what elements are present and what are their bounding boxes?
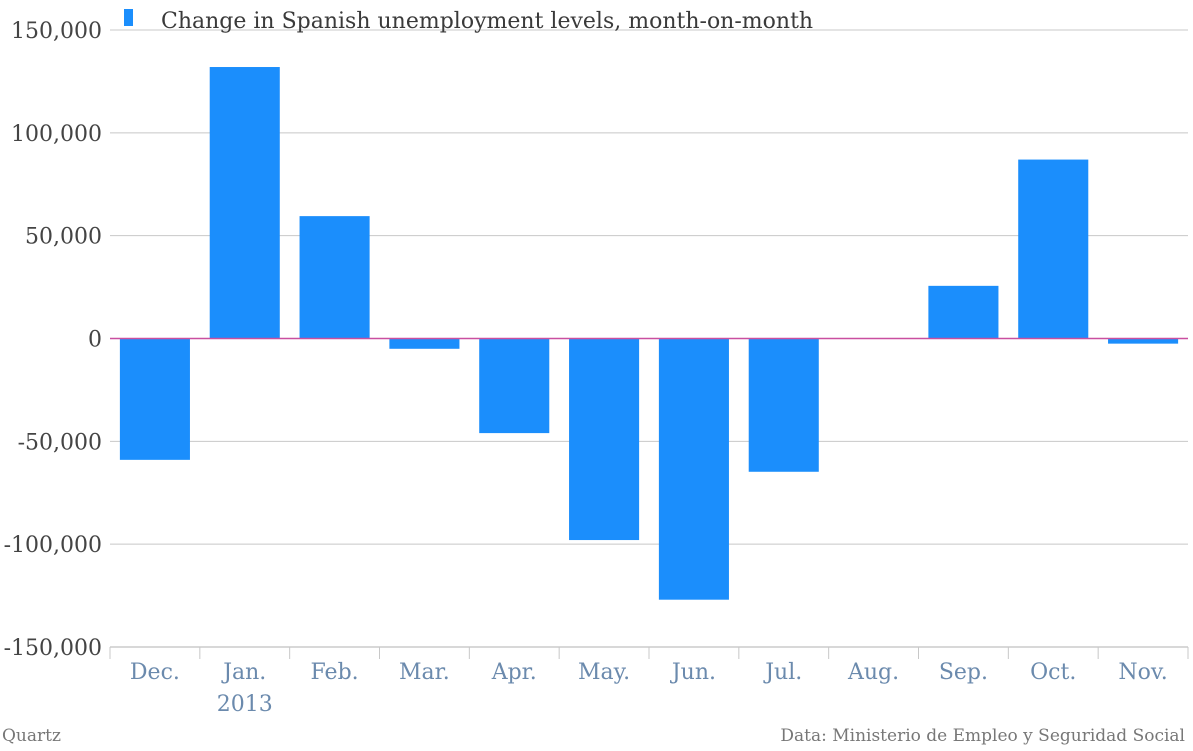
x-tick-label: Jul.: [763, 660, 802, 685]
x-tick-label: Dec.: [130, 660, 180, 685]
x-tick-label: Oct.: [1030, 660, 1076, 685]
y-tick-label: 150,000: [11, 19, 102, 44]
y-tick-label: 0: [88, 328, 102, 353]
x-tick-label: Feb.: [310, 660, 358, 685]
bar-jan: [209, 67, 280, 339]
bar-may: [569, 338, 640, 541]
y-tick-label: -50,000: [18, 430, 102, 455]
legend-label: Change in Spanish unemployment levels, m…: [161, 9, 813, 34]
bar-sep: [928, 285, 999, 339]
bar-oct: [1018, 159, 1089, 339]
y-tick-label: 50,000: [25, 225, 102, 250]
bar-dec: [119, 338, 190, 460]
x-tick-label: May.: [578, 660, 630, 685]
legend-swatch: [124, 9, 133, 26]
bar-nov: [1108, 338, 1179, 344]
x-tick-label: Nov.: [1118, 660, 1167, 685]
bar-mar: [389, 338, 460, 349]
bar-jun: [658, 338, 729, 600]
legend: Change in Spanish unemployment levels, m…: [124, 9, 813, 34]
bar-feb: [299, 216, 370, 339]
x-tick-label: Sep.: [939, 660, 988, 685]
bar-apr: [479, 338, 550, 434]
x-tick-label: Apr.: [491, 660, 537, 685]
x-axis-ticks: Dec. Jan. 2013 Feb. Mar. Apr. May. Jun. Jul. Aug.…: [109, 646, 1189, 717]
bars: [119, 67, 1179, 600]
x-tick-label: Jun.: [670, 660, 716, 685]
credit-left: Quartz: [2, 726, 61, 746]
x-tick-label: Mar.: [399, 660, 450, 685]
bar-jul: [748, 338, 819, 472]
credit-right: Data: Ministerio de Empleo y Seguridad S…: [780, 726, 1185, 746]
y-tick-label: -100,000: [4, 533, 102, 558]
y-tick-label: 100,000: [11, 122, 102, 147]
y-axis-ticks: 150,000 100,000 50,000 0 -50,000 -100,000 -150…: [4, 19, 102, 661]
y-tick-label: -150,000: [4, 636, 102, 661]
x-tick-label: Aug.: [847, 660, 899, 685]
x-tick-sublabel: 2013: [217, 692, 273, 717]
x-tick-label: Jan.: [221, 660, 266, 685]
